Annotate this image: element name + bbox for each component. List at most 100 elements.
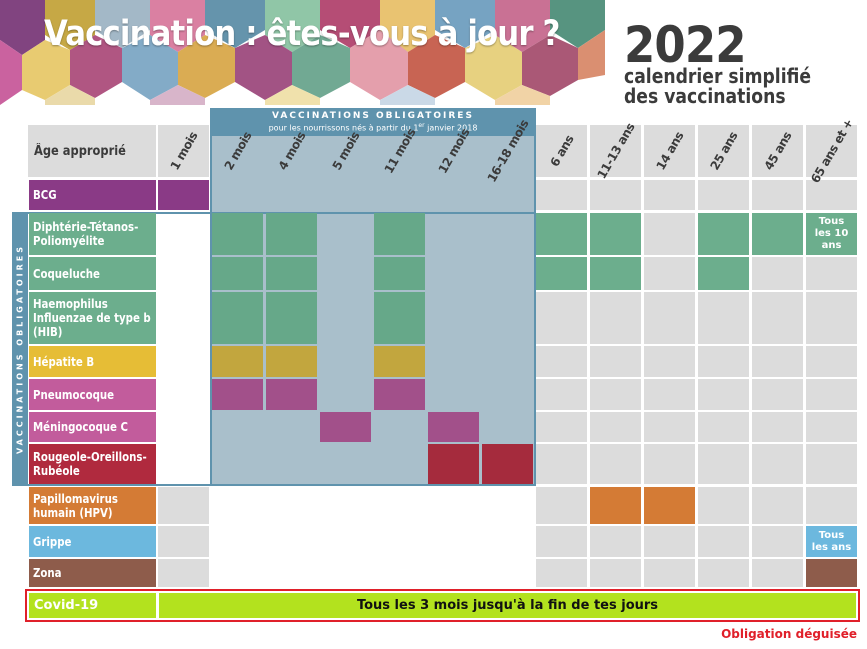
schedule-cell (428, 257, 479, 290)
schedule-cell (482, 213, 533, 255)
schedule-cell (590, 559, 641, 587)
vaccine-row-label: BCG (29, 180, 156, 210)
vaccine-row-label: Grippe (29, 526, 156, 557)
schedule-cell (752, 180, 803, 210)
schedule-cell (482, 559, 533, 587)
mandatory-header-title: VACCINATIONS OBLIGATOIRES (272, 111, 474, 121)
schedule-cell (536, 257, 587, 290)
schedule-cell (482, 444, 533, 484)
schedule-cell (428, 379, 479, 410)
age-header-label: Âge approprié (28, 125, 156, 177)
vaccine-row-label: Coqueluche (29, 257, 156, 290)
schedule-cell (644, 412, 695, 442)
schedule-cell (698, 213, 749, 255)
schedule-cell (374, 444, 425, 484)
schedule-cell (644, 180, 695, 210)
vaccine-row-label: Diphtérie-Tétanos- Poliomyélite (29, 213, 156, 255)
schedule-cell (212, 444, 263, 484)
schedule-cell (320, 257, 371, 290)
schedule-cell (320, 559, 371, 587)
age-column-header: 2 mois (221, 129, 254, 173)
schedule-cell (806, 412, 857, 442)
schedule-cell (590, 180, 641, 210)
schedule-cell (644, 526, 695, 557)
schedule-cell (536, 526, 587, 557)
schedule-cell (644, 379, 695, 410)
schedule-cell (320, 379, 371, 410)
schedule-cell (212, 526, 263, 557)
schedule-cell (644, 444, 695, 484)
schedule-cell (752, 292, 803, 344)
schedule-cell (806, 346, 857, 377)
schedule-cell (374, 257, 425, 290)
schedule-cell (158, 180, 209, 210)
grippe-frequency-note: Tous les ans (806, 526, 857, 557)
vaccine-row-label: Hépatite B (29, 346, 156, 377)
vaccine-row-label: Haemophilus Influenzae de type b (HIB) (29, 292, 156, 344)
schedule-cell (536, 379, 587, 410)
schedule-cell (698, 180, 749, 210)
schedule-cell (536, 559, 587, 587)
schedule-cell (266, 526, 317, 557)
schedule-cell (428, 526, 479, 557)
schedule-cell (644, 559, 695, 587)
schedule-cell (212, 412, 263, 442)
schedule-cell (590, 379, 641, 410)
schedule-cell (374, 180, 425, 210)
schedule-cell (158, 257, 209, 290)
schedule-cell (752, 559, 803, 587)
schedule-cell (212, 559, 263, 587)
schedule-cell (266, 379, 317, 410)
schedule-cell (536, 444, 587, 484)
schedule-cell (536, 213, 587, 255)
schedule-cell (158, 444, 209, 484)
schedule-cell (428, 444, 479, 484)
schedule-cell (752, 487, 803, 524)
schedule-cell (536, 487, 587, 524)
schedule-cell (698, 444, 749, 484)
schedule-cell (536, 292, 587, 344)
schedule-cell (374, 526, 425, 557)
schedule-cell (266, 487, 317, 524)
schedule-cell (266, 412, 317, 442)
schedule-cell (374, 346, 425, 377)
schedule-cell (752, 257, 803, 290)
schedule-cell (212, 292, 263, 344)
age-column-header: 1 mois (158, 125, 209, 177)
vaccine-row-label: Rougeole-Oreillons- Rubéole (29, 444, 156, 484)
schedule-cell (590, 346, 641, 377)
schedule-cell (698, 487, 749, 524)
schedule-cell (644, 213, 695, 255)
schedule-cell (482, 257, 533, 290)
dtp-frequency-note: Tous les 10 ans (806, 213, 857, 255)
subtitle-line-2: des vaccinations (624, 84, 786, 108)
schedule-cell (320, 213, 371, 255)
schedule-cell (752, 213, 803, 255)
age-column-header: 11 mois (381, 126, 418, 176)
schedule-cell (428, 346, 479, 377)
schedule-cell (806, 487, 857, 524)
schedule-cell (266, 444, 317, 484)
schedule-cell (320, 292, 371, 344)
schedule-cell (482, 346, 533, 377)
mandatory-side-label: VACCINATIONS OBLIGATOIRES (15, 243, 25, 455)
schedule-cell (158, 559, 209, 587)
year-heading: 2022 (624, 16, 747, 74)
vaccine-row-label: Papillomavirus humain (HPV) (29, 487, 156, 524)
age-column-header: 16-18 mois (484, 117, 531, 185)
schedule-cell (536, 346, 587, 377)
covid-label: Covid-19 (29, 593, 156, 618)
schedule-cell (212, 346, 263, 377)
schedule-cell (698, 379, 749, 410)
schedule-cell (212, 487, 263, 524)
schedule-cell (698, 559, 749, 587)
schedule-cell (158, 379, 209, 410)
schedule-cell (428, 180, 479, 210)
schedule-cell (644, 487, 695, 524)
schedule-cell (590, 526, 641, 557)
schedule-cell (320, 412, 371, 442)
age-column-header: 25 ans (698, 125, 749, 177)
schedule-cell (266, 180, 317, 210)
schedule-cell (158, 412, 209, 442)
mandatory-header-subtitle: pour les nourrissons nés à partir du 1er… (268, 122, 478, 133)
